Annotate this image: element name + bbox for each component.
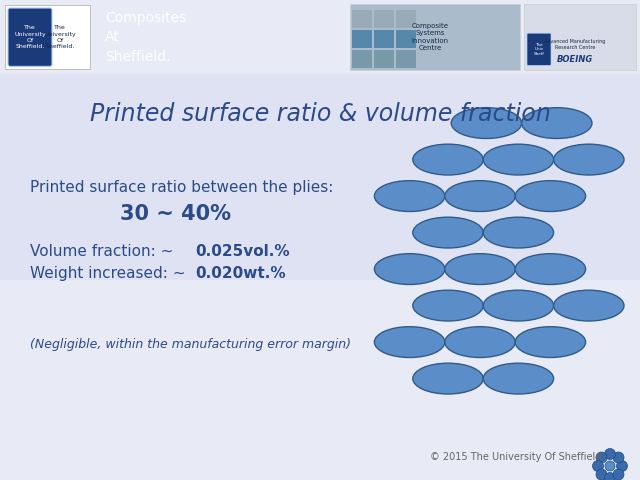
Text: 30 ~ 40%: 30 ~ 40% [120,204,230,224]
Ellipse shape [554,144,624,175]
Text: 0.020wt.%: 0.020wt.% [195,266,285,281]
Text: 0.025vol.%: 0.025vol.% [195,244,290,259]
Text: Weight increased: ~: Weight increased: ~ [30,266,190,281]
Circle shape [596,469,607,480]
Circle shape [605,472,616,480]
Ellipse shape [483,144,554,175]
Text: (Negligible, within the manufacturing error margin): (Negligible, within the manufacturing er… [30,338,351,351]
FancyBboxPatch shape [374,10,394,28]
Circle shape [593,460,604,471]
Ellipse shape [451,108,522,139]
Circle shape [605,461,615,471]
Text: Composite
Systems
Innovation
Centre: Composite Systems Innovation Centre [412,23,449,51]
FancyBboxPatch shape [352,50,372,68]
Text: The
University
Of
Sheffield.: The University Of Sheffield. [44,25,76,49]
Text: Printed surface ratio & volume fraction: Printed surface ratio & volume fraction [90,102,550,126]
FancyBboxPatch shape [0,74,640,280]
Ellipse shape [483,217,554,248]
Circle shape [616,460,627,471]
Text: Volume fraction: ~: Volume fraction: ~ [30,244,179,259]
Ellipse shape [374,253,445,285]
Ellipse shape [483,363,554,394]
Ellipse shape [374,327,445,358]
Ellipse shape [445,180,515,212]
Ellipse shape [515,180,586,212]
Ellipse shape [515,253,586,285]
FancyBboxPatch shape [5,5,90,70]
FancyBboxPatch shape [396,10,416,28]
Text: Advanced Manufacturing
Research Centre: Advanced Manufacturing Research Centre [544,38,605,50]
Circle shape [613,469,624,480]
FancyBboxPatch shape [396,50,416,68]
FancyBboxPatch shape [374,50,394,68]
Text: The
Univ
Sheff: The Univ Sheff [534,43,545,56]
Ellipse shape [483,290,554,321]
Text: The
University
Of
Sheffield.: The University Of Sheffield. [14,25,46,49]
Ellipse shape [413,363,483,394]
FancyBboxPatch shape [352,30,372,48]
Ellipse shape [515,327,586,358]
Circle shape [596,452,607,463]
FancyBboxPatch shape [8,8,52,66]
Ellipse shape [522,108,592,139]
FancyBboxPatch shape [524,4,636,71]
Text: Printed surface ratio between the plies:: Printed surface ratio between the plies: [30,180,333,195]
Ellipse shape [413,217,483,248]
FancyBboxPatch shape [374,30,394,48]
Ellipse shape [554,290,624,321]
FancyBboxPatch shape [527,33,551,65]
Text: BOEING: BOEING [557,55,593,64]
FancyBboxPatch shape [350,4,520,71]
Ellipse shape [413,144,483,175]
Circle shape [605,448,616,459]
Ellipse shape [413,290,483,321]
Circle shape [613,452,624,463]
Text: Composites
At
Sheffield.: Composites At Sheffield. [105,11,186,64]
Ellipse shape [445,327,515,358]
FancyBboxPatch shape [352,10,372,28]
Ellipse shape [445,253,515,285]
FancyBboxPatch shape [396,30,416,48]
Ellipse shape [374,180,445,212]
Text: © 2015 The University Of Sheffield: © 2015 The University Of Sheffield [430,452,602,462]
